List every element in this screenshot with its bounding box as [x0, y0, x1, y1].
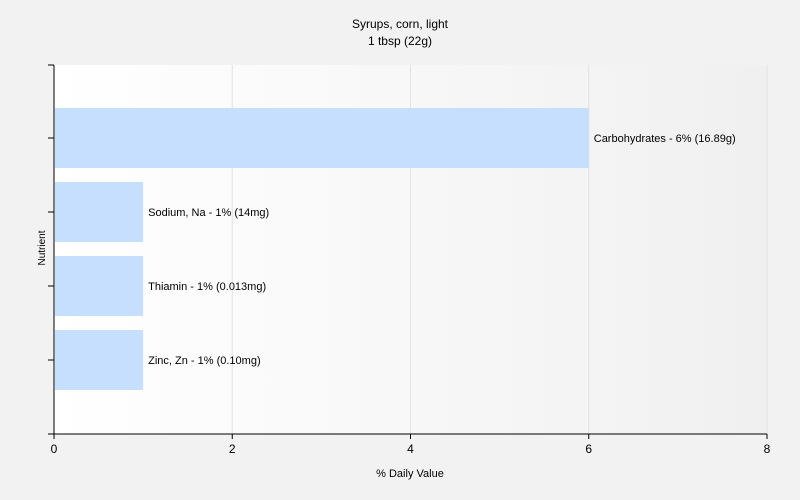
x-tick-label: 0	[51, 442, 58, 456]
x-tick-label: 4	[407, 442, 414, 456]
bar-label: Carbohydrates - 6% (16.89g)	[594, 133, 736, 145]
bar-sodium-na	[55, 182, 144, 242]
bar-thiamin	[55, 256, 144, 316]
y-axis-label: Nutrient	[37, 230, 48, 265]
bar-label: Thiamin - 1% (0.013mg)	[148, 281, 266, 293]
bar-zinc-zn	[55, 330, 144, 390]
chart-subtitle: 1 tbsp (22g)	[368, 34, 432, 48]
x-tick-label: 2	[229, 442, 236, 456]
bar-label: Zinc, Zn - 1% (0.10mg)	[148, 355, 260, 367]
x-axis-label: % Daily Value	[376, 468, 444, 480]
bars: Carbohydrates - 6% (16.89g) Sodium, Na - …	[55, 108, 736, 390]
chart-title: Syrups, corn, light	[352, 17, 449, 31]
x-tick-label: 6	[585, 442, 592, 456]
axes: 0 2 4 6 8	[48, 64, 771, 456]
bar-carbohydrates	[55, 108, 589, 168]
x-tick-label: 8	[764, 442, 771, 456]
bar-label: Sodium, Na - 1% (14mg)	[148, 207, 269, 219]
